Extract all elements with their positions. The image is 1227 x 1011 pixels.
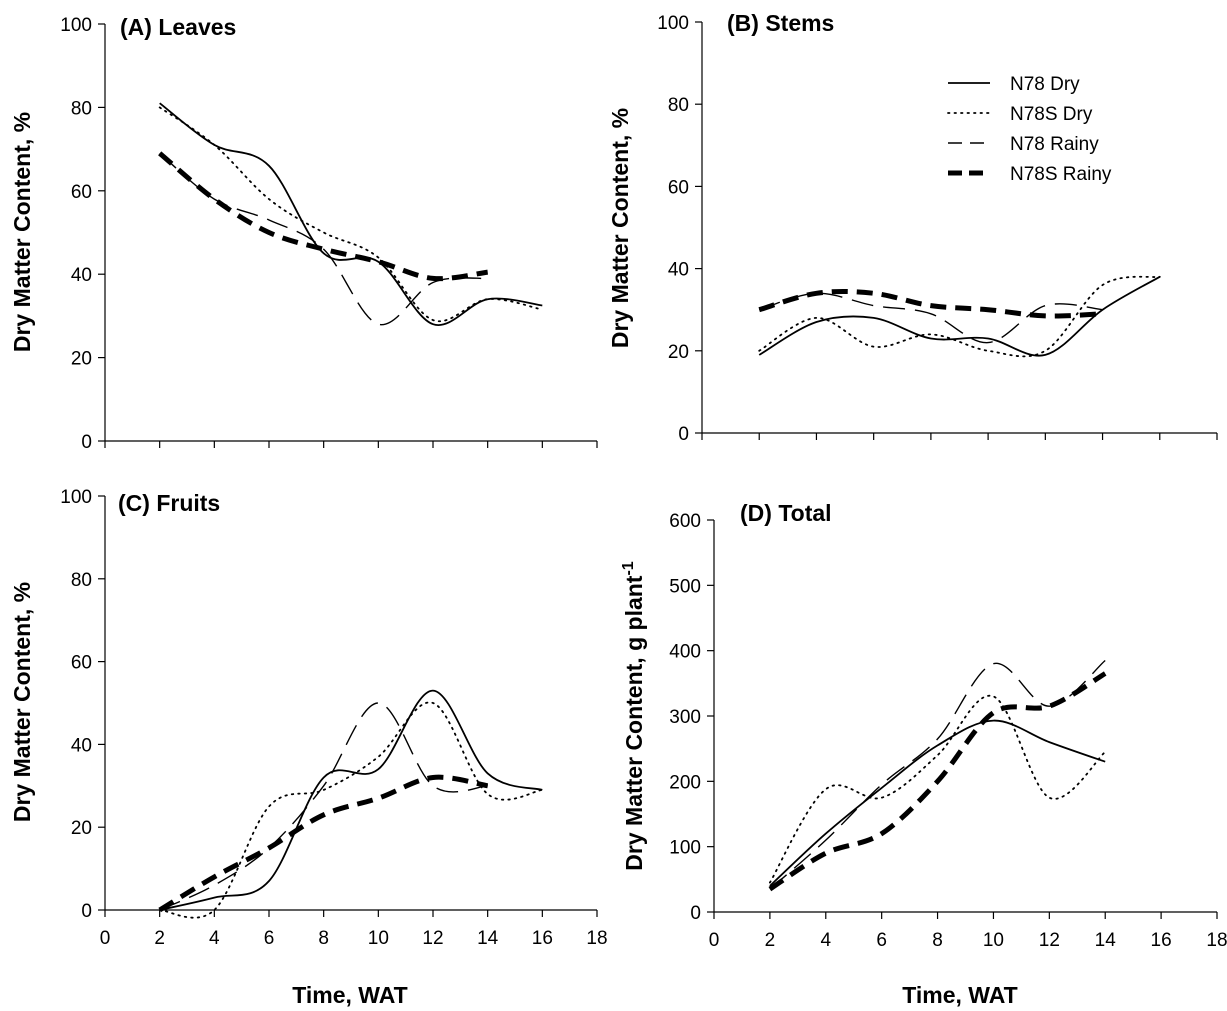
- panel-c-x-axis-title: Time, WAT: [292, 982, 407, 1008]
- panel-3-x-tick-label: 6: [876, 930, 887, 951]
- panel-1-series-n78-rainy: [759, 292, 1103, 344]
- panel-1-y-tick-label: 20: [668, 342, 689, 363]
- panel-3-x-tick-label: 2: [765, 930, 776, 951]
- legend: N78 Dry N78S Dry N78 Rainy N78S Rainy: [947, 74, 1112, 185]
- panel-2-series-n78s-rainy: [158, 774, 489, 913]
- legend-label-n78s-dry: N78S Dry: [1010, 104, 1093, 125]
- panel-0-y-tick-label: 40: [71, 265, 92, 286]
- legend-label-n78-rainy: N78 Rainy: [1010, 134, 1099, 155]
- panel-3-series-n78-rainy: [769, 659, 1106, 890]
- panel-0-series-n78s-dry: [158, 106, 544, 323]
- panel-3-y-tick-label: 400: [669, 642, 701, 663]
- panel-d-y-axis-title: Dry Matter Content, g plant-1: [620, 561, 647, 871]
- legend-label-n78s-rainy: N78S Rainy: [1010, 164, 1112, 185]
- panel-c-y-axis-title: Dry Matter Content, %: [9, 582, 35, 822]
- panel-2-x-tick-label: 4: [209, 928, 220, 949]
- panel-0-y-tick-label: 100: [60, 15, 92, 36]
- panel-0-series-n78s-rainy: [158, 151, 489, 282]
- panel-c-fruits: (C) Fruits Dry Matter Content, % Time, W…: [9, 487, 608, 1008]
- panel-3-y-tick-label: 100: [669, 838, 701, 859]
- legend-label-n78-dry: N78 Dry: [1010, 74, 1080, 95]
- panel-3-x-tick-label: 10: [983, 930, 1004, 951]
- panel-a-y-axis-title: Dry Matter Content, %: [9, 112, 35, 352]
- panel-2-y-tick-label: 100: [60, 487, 92, 508]
- panel-1-y-tick-label: 0: [678, 424, 689, 445]
- panel-0-series-n78-rainy: [159, 152, 488, 326]
- panel-2-series-n78s-dry: [158, 701, 544, 919]
- panel-2-x-tick-label: 12: [422, 928, 443, 949]
- panel-d-title: (D) Total: [740, 500, 832, 526]
- panel-0-series-n78-dry: [159, 102, 543, 326]
- panel-c-title: (C) Fruits: [118, 490, 220, 516]
- panel-b-y-axis-title: Dry Matter Content, %: [607, 108, 633, 348]
- panel-2-x-tick-label: 14: [477, 928, 499, 949]
- panel-2-y-tick-label: 60: [71, 653, 92, 674]
- panel-d-y-axis-title-main: Dry Matter Content, g plant: [621, 575, 647, 871]
- panel-2-series-n78-dry: [159, 689, 543, 911]
- panel-2-x-tick-label: 18: [586, 928, 607, 949]
- panel-1-series-n78s-rainy: [758, 288, 1103, 319]
- panel-1-y-tick-label: 40: [668, 260, 689, 281]
- panel-3-series-n78-dry: [769, 719, 1106, 887]
- panel-2-series-n78-rainy: [159, 702, 488, 911]
- panel-3-x-tick-label: 14: [1095, 930, 1117, 951]
- panel-3-x-tick-label: 12: [1039, 930, 1060, 951]
- panel-3-x-tick-label: 0: [709, 930, 720, 951]
- panel-1-y-tick-label: 100: [657, 13, 689, 34]
- panel-d-x-axis-title: Time, WAT: [902, 982, 1017, 1008]
- panel-0-y-tick-label: 0: [81, 432, 92, 453]
- panel-1-y-tick-label: 60: [668, 177, 689, 198]
- panel-b-title: (B) Stems: [727, 10, 834, 36]
- panel-3-x-tick-label: 4: [820, 930, 831, 951]
- panel-0-y-tick-label: 80: [71, 98, 92, 119]
- panel-3-y-tick-label: 600: [669, 511, 701, 532]
- panel-a-title: (A) Leaves: [120, 14, 236, 40]
- panel-b-stems: (B) Stems Dry Matter Content, % 0 20 40 60 8…: [607, 10, 1218, 445]
- panel-2-y-tick-label: 80: [71, 570, 92, 591]
- panel-3-y-tick-label: 0: [690, 903, 701, 924]
- panel-2-y-tick-label: 20: [71, 818, 92, 839]
- panel-2-y-tick-label: 40: [71, 735, 92, 756]
- panel-0-y-tick-label: 20: [71, 349, 92, 370]
- panel-2-x-tick-label: 8: [318, 928, 329, 949]
- panel-1-series-n78-dry: [758, 276, 1161, 357]
- panel-a-leaves: (A) Leaves Dry Matter Content, % 0 20 40 60…: [9, 14, 598, 453]
- panel-3-y-tick-label: 200: [669, 772, 701, 793]
- panel-3-x-tick-label: 16: [1151, 930, 1172, 951]
- panel-2-x-tick-label: 0: [100, 928, 111, 949]
- panel-2-x-tick-label: 2: [154, 928, 165, 949]
- panel-2-x-tick-label: 10: [368, 928, 389, 949]
- panel-d-y-axis-title-sup: -1: [620, 561, 637, 575]
- panel-1-series-n78s-dry: [758, 275, 1161, 358]
- panel-3-y-tick-label: 300: [669, 707, 701, 728]
- panel-2-x-tick-label: 6: [264, 928, 275, 949]
- panel-0-y-tick-label: 60: [71, 182, 92, 203]
- panel-3-series-n78s-rainy: [768, 671, 1107, 892]
- panel-d-total: (D) Total Dry Matter Content, g plant-1 …: [620, 500, 1227, 1008]
- panel-2-x-tick-label: 16: [532, 928, 553, 949]
- panel-3-x-tick-label: 8: [932, 930, 943, 951]
- panel-3-y-tick-label: 500: [669, 576, 701, 597]
- panel-1-y-tick-label: 80: [668, 95, 689, 116]
- panel-2-y-tick-label: 0: [81, 901, 92, 922]
- panel-3-x-tick-label: 18: [1206, 930, 1227, 951]
